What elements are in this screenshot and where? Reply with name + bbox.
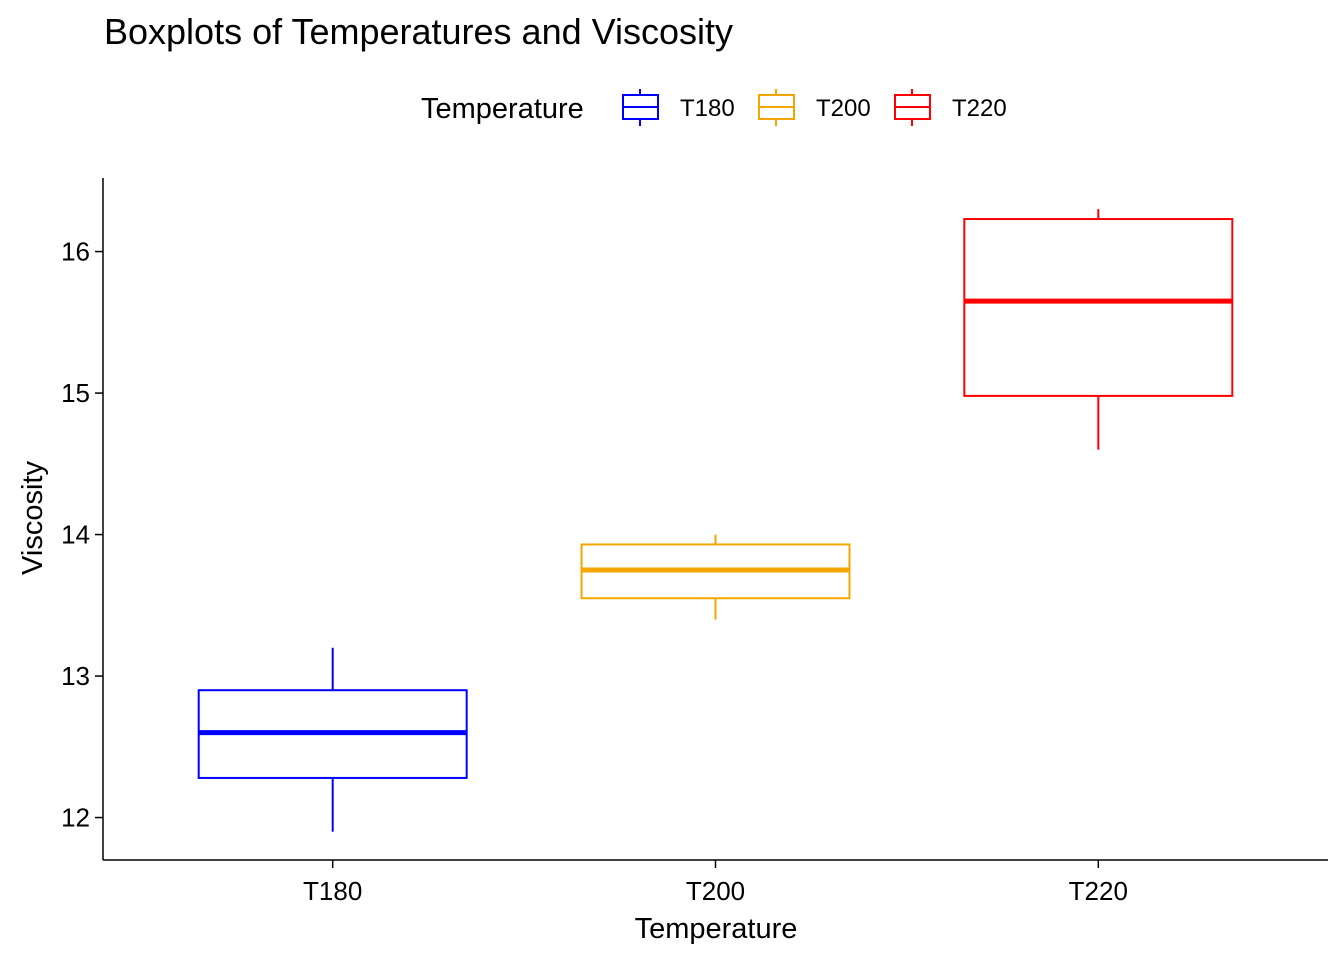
plot-area: 12 13 14 15 16 T180 T200 T220: [61, 178, 1328, 906]
chart-title: Boxplots of Temperatures and Viscosity: [104, 11, 733, 52]
y-tick-label: 12: [61, 803, 90, 833]
box-T220: [963, 209, 1234, 450]
box-iqr: [963, 218, 1234, 397]
y-tick-label: 13: [61, 661, 90, 691]
x-axis-title: Temperature: [635, 913, 798, 945]
x-tick-label: T180: [303, 876, 362, 906]
legend-label: T220: [952, 95, 1007, 122]
legend-item-T200: T200: [758, 89, 871, 126]
y-axis-title: Viscosity: [17, 461, 49, 575]
x-ticks: T180 T200 T220: [303, 860, 1128, 906]
y-tick-label: 16: [61, 237, 90, 267]
legend-title: Temperature: [421, 93, 584, 125]
box-T200: [580, 534, 851, 620]
y-tick-label: 14: [61, 520, 90, 550]
legend: Temperature T180 T200 T220: [421, 89, 1007, 126]
y-tick-label: 15: [61, 378, 90, 408]
legend-label: T200: [816, 95, 871, 122]
boxes: [197, 209, 1234, 832]
legend-items: T180 T200 T220: [622, 89, 1007, 126]
y-ticks: 12 13 14 15 16: [61, 237, 103, 833]
x-tick-label: T220: [1069, 876, 1128, 906]
x-tick-label: T200: [686, 876, 745, 906]
legend-label: T180: [680, 95, 735, 122]
legend-item-T180: T180: [622, 89, 735, 126]
legend-item-T220: T220: [894, 89, 1007, 126]
box-T180: [197, 647, 468, 832]
